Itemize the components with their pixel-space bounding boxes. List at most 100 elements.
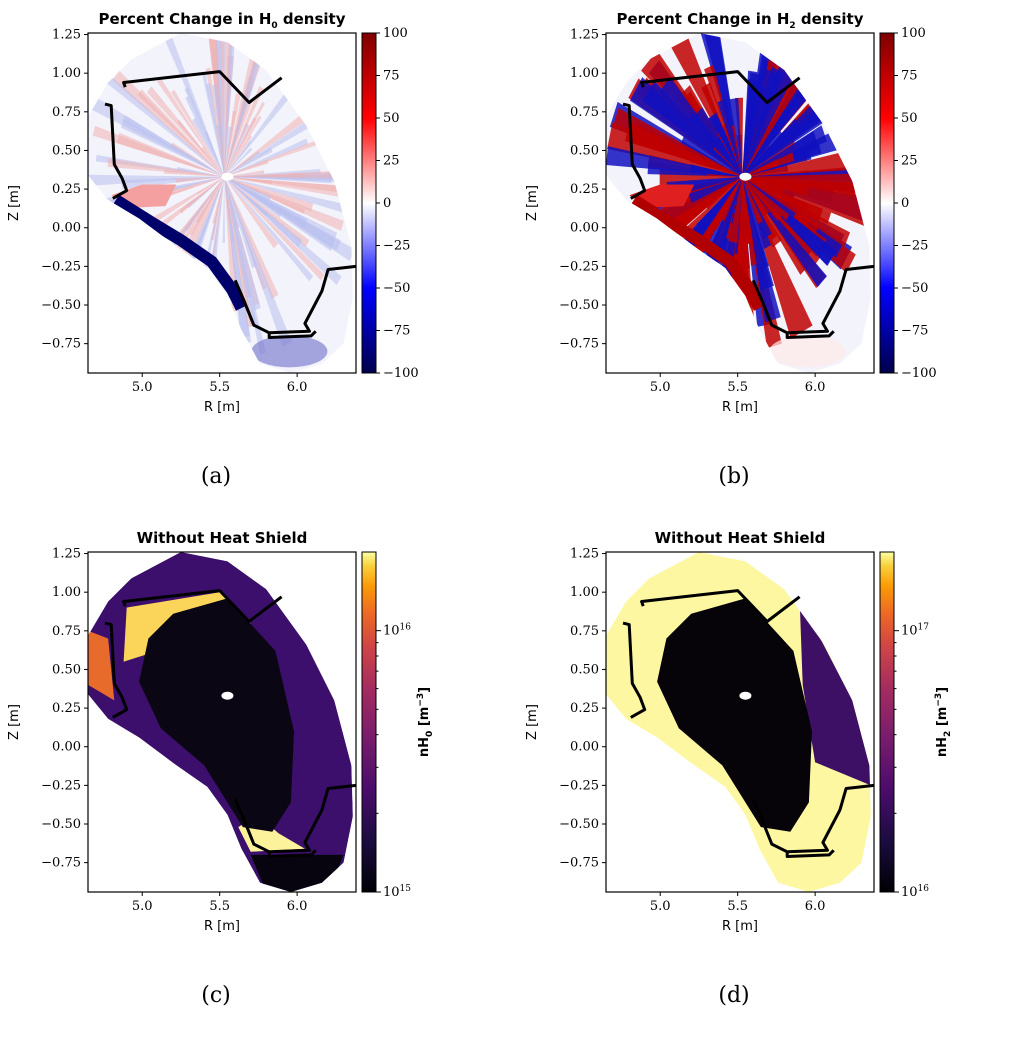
radial-streak [742,94,839,177]
radial-streak [185,95,225,177]
radial-streak [224,117,257,177]
radial-streak [224,159,269,177]
outer-sol [799,598,871,786]
x-tick-label: 6.0 [805,899,826,914]
x-tick-label: 6.0 [805,380,826,395]
y-tick-label: 0.75 [52,624,81,639]
density-field [606,552,871,892]
panel-caption: (c) [201,983,231,1008]
radial-streak [224,110,236,177]
x-axis-label: R [m] [204,400,240,415]
wall-top [640,70,801,104]
chart-svg: 5.0 5.5 6.0 1.25 1.00 0.75 0.50 0.25 0.00 −0.25 −0… [7,10,419,489]
chart-panel: 5.0 5.5 6.0 1.25 1.00 0.75 0.50 0.25 0.00 −0.25 −0… [518,519,1036,1037]
y-tick-label: 0.00 [52,740,81,755]
panel-caption: (d) [718,983,749,1008]
radial-streak [742,176,772,239]
y-tick-label: 0.25 [52,182,81,197]
radial-streak [224,93,241,177]
chart-panel: 5.0 5.5 6.0 1.25 1.00 0.75 0.50 0.25 0.00 −0.25 −0… [0,519,518,1037]
radial-streak [224,86,264,177]
colorbar-tick-label: −100 [383,366,419,381]
y-tick-label: −0.25 [559,778,599,793]
colorbar [879,32,895,374]
colorbar-tick-label: 75 [901,69,918,84]
radial-streak [224,176,325,281]
radial-streak [742,176,851,247]
chart-svg: 5.0 5.5 6.0 1.25 1.00 0.75 0.50 0.25 0.00 −0.25 −0… [525,10,937,489]
chart-title: Percent Change in H2 density [616,10,863,31]
y-tick-label: 0.25 [52,701,81,716]
x-tick-label: 5.5 [727,380,748,395]
radial-streak [210,176,225,266]
radial-streak [224,176,236,215]
radial-streak [156,77,225,177]
radial-streak [742,78,761,177]
radial-streak [212,84,225,177]
colorbar-tick-label: 1015 [383,884,411,900]
radial-streak [742,131,819,177]
y-tick-label: −0.75 [559,337,599,352]
radial-streak [224,147,273,177]
colorbar-tick-label: 50 [383,111,400,126]
radial-streak [224,176,314,282]
radial-streak [137,89,225,177]
y-tick-label: −0.75 [41,337,81,352]
radial-streak [694,107,743,177]
wall-divertor [751,783,875,854]
divertor-dome [785,849,835,858]
radial-streak [224,176,261,311]
y-tick-label: 0.75 [570,624,599,639]
radial-streak [224,140,252,177]
wall-top [640,589,801,623]
radial-streak [722,123,743,177]
y-tick-label: 0.00 [570,221,599,236]
y-tick-label: −0.50 [559,817,599,832]
wall-top [122,70,283,104]
radial-streak [224,170,265,177]
y-tick-label: 0.25 [570,701,599,716]
x-tick-label: 5.0 [132,899,153,914]
y-tick-label: 1.00 [52,66,81,81]
density-field [606,33,871,373]
left-glow [88,630,115,701]
radial-streak [742,176,770,216]
x-tick-label: 5.0 [650,899,671,914]
radial-streak [742,176,797,219]
radial-streak [224,123,250,177]
radial-streak [742,176,782,222]
wall-divertor [233,783,357,854]
divertor-dome [267,849,317,858]
radial-streak [224,99,252,177]
radial-streak [224,176,283,218]
radial-streak [146,86,225,177]
axes-frame [605,32,875,374]
magnetic-axis [221,691,234,700]
radial-streak [106,75,225,177]
x-tick-label: 5.5 [209,899,230,914]
y-tick-label: 0.50 [52,143,81,158]
y-tick-label: 0.50 [570,143,599,158]
radial-streak [204,131,225,177]
radial-streak [224,135,253,177]
colorbar-label: nH0 [m−3] [416,687,435,757]
radial-streak [718,128,743,177]
y-tick-label: 0.25 [570,182,599,197]
colorbar-tick-label: −25 [383,239,410,254]
radial-streak [224,176,353,262]
x-tick-label: 5.5 [209,380,230,395]
radial-streak [742,152,795,177]
magnetic-axis [739,172,752,181]
radial-streak [742,173,856,195]
radial-streak [192,117,225,177]
colorbar-tick-label: 1016 [901,884,929,900]
radial-streak [224,106,315,177]
colorbar-tick-label: 50 [901,111,918,126]
radial-streak [201,71,225,177]
colorbar-tick-label: 25 [383,154,400,169]
y-tick-label: 0.75 [570,105,599,120]
radial-streak [689,164,743,177]
divertor-dark [250,854,344,892]
y-tick-label: −0.75 [41,856,81,871]
radial-streak [719,176,743,222]
